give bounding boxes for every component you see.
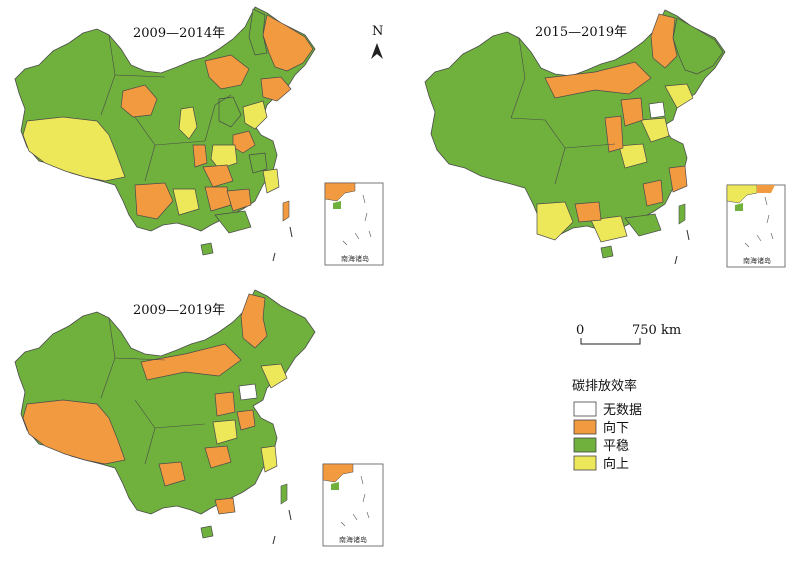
region-jiangsu <box>248 152 268 174</box>
legend: 碳排放效率 无数据 向下 平稳 向上 <box>572 378 642 472</box>
region-tibet <box>22 116 126 182</box>
region-liaoning <box>260 363 288 389</box>
region-jiangxi <box>642 179 664 207</box>
svg-text:南海诸岛: 南海诸岛 <box>743 256 771 265</box>
region-guangxi <box>590 215 628 243</box>
map-2009-2019: 2009—2019年 南海诸岛 <box>14 289 384 547</box>
south-china-sea-inset: 南海诸岛 <box>726 184 786 268</box>
legend-item-nodata: 无数据 <box>573 401 642 418</box>
north-arrow: N <box>371 24 383 59</box>
region-zhejiang <box>262 168 280 194</box>
map-2015-2019: 2015—2019年 南海诸岛 <box>424 9 786 268</box>
region-henan <box>618 143 648 169</box>
svg-text:向上: 向上 <box>603 456 629 472</box>
region-shaanxi <box>604 115 624 153</box>
region-liaoning <box>260 76 292 102</box>
region-beijing <box>242 100 268 130</box>
region-guizhou <box>574 201 602 223</box>
map-title: 2009—2014年 <box>133 26 225 41</box>
region-liaoning <box>664 83 694 109</box>
region-hebei <box>218 96 242 128</box>
region-jilin <box>650 13 678 69</box>
region-hubei <box>202 164 234 188</box>
legend-item-stable: 平稳 <box>573 437 629 454</box>
region-shandong <box>236 409 256 431</box>
scale-bar: 0 750 km <box>576 323 681 345</box>
south-china-sea-inset: 南海诸岛 <box>322 463 384 547</box>
region-guangdong <box>214 210 252 234</box>
region-shanxi <box>620 97 644 127</box>
region-henan <box>210 144 238 170</box>
region-shanxi <box>178 106 198 140</box>
region-beijing <box>238 383 258 401</box>
region-heilongjiang <box>262 14 314 72</box>
region-hainan <box>200 525 214 539</box>
region-shanxi <box>214 391 236 417</box>
region-guangdong <box>214 497 236 515</box>
svg-text:南海诸岛: 南海诸岛 <box>341 254 369 263</box>
region-yunnan <box>536 201 574 241</box>
region-hubei <box>204 445 232 469</box>
region-zhejiang <box>260 445 278 473</box>
region-tibet <box>22 399 126 465</box>
svg-text:750 km: 750 km <box>632 323 681 338</box>
region-henan <box>212 419 238 445</box>
region-innermongolia-e <box>140 343 242 381</box>
region-chongqing <box>172 188 200 216</box>
map-title: 2009—2019年 <box>133 303 225 318</box>
svg-text:平稳: 平稳 <box>603 438 629 454</box>
region-zhejiang <box>668 165 688 193</box>
map-title: 2015—2019年 <box>535 25 627 40</box>
region-hunan <box>226 188 252 212</box>
region-hainan <box>200 242 214 256</box>
region-sichuan <box>158 461 186 487</box>
map-2009-2014: 2009—2014年 N 南海诸岛 <box>14 6 384 266</box>
region-ningxia <box>120 84 158 118</box>
svg-text:0: 0 <box>576 323 584 338</box>
region-hebei <box>640 117 670 143</box>
region-heilongjiang <box>672 17 724 75</box>
region-innermongolia-e <box>204 54 250 90</box>
region-jilin <box>240 293 268 349</box>
region-jilin <box>248 8 268 56</box>
region-hainan <box>600 245 614 259</box>
region-sichuan <box>134 182 174 220</box>
svg-text:N: N <box>372 24 383 39</box>
legend-item-down: 向下 <box>573 419 629 436</box>
region-beijing <box>648 101 666 119</box>
legend-item-up: 向上 <box>573 455 629 472</box>
region-guangdong <box>624 213 662 237</box>
south-china-sea-inset: 南海诸岛 <box>324 182 384 266</box>
legend-title: 碳排放效率 <box>572 378 637 394</box>
svg-text:南海诸岛: 南海诸岛 <box>339 535 367 544</box>
svg-text:向下: 向下 <box>603 420 629 436</box>
region-shaanxi <box>192 144 208 168</box>
svg-text:无数据: 无数据 <box>603 403 642 418</box>
region-innermongolia-e <box>544 61 652 99</box>
